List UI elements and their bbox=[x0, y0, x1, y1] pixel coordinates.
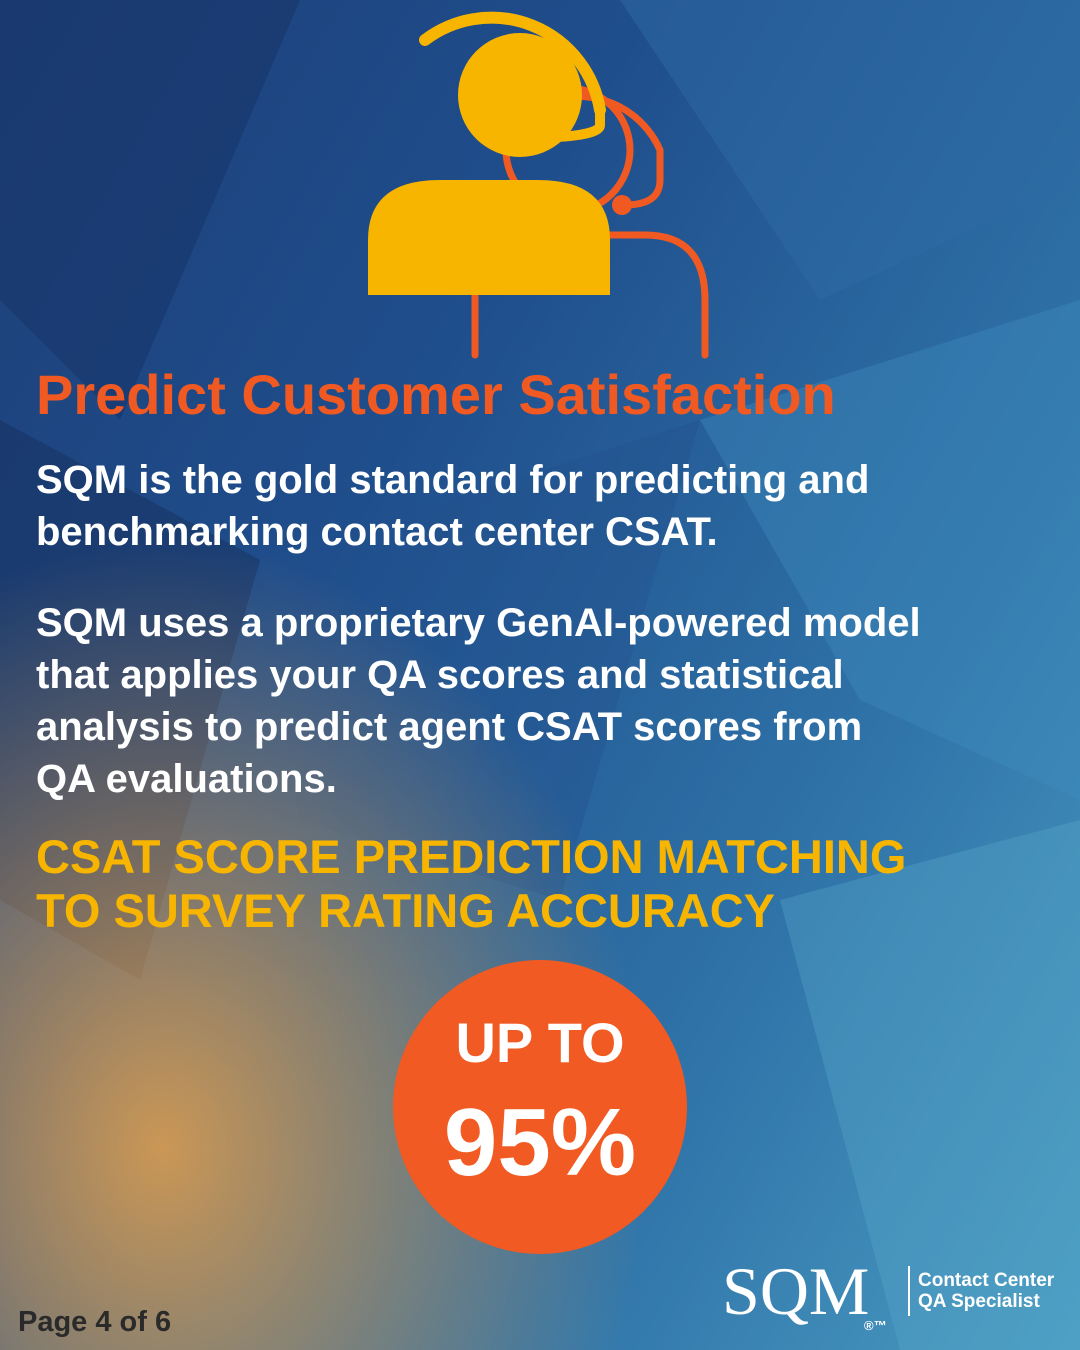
badge: UP TO 95% bbox=[393, 960, 687, 1254]
paragraph: SQM is the gold standard for predicting … bbox=[36, 454, 869, 558]
page-indicator: Page 4 of 6 bbox=[18, 1306, 172, 1338]
text-line: SQM uses a proprietary GenAI-powered mod… bbox=[36, 601, 921, 645]
paragraph: SQM uses a proprietary GenAI-powered mod… bbox=[36, 597, 921, 805]
text-line: that applies your QA scores and statisti… bbox=[36, 653, 844, 697]
text-line: benchmarking contact center CSAT. bbox=[36, 510, 718, 554]
text-line: QA evaluations. bbox=[36, 757, 337, 801]
agent-icon bbox=[368, 11, 709, 359]
highlight: CSAT SCORE PREDICTION MATCHING TO SURVEY… bbox=[36, 830, 906, 938]
title: Predict Customer Satisfaction bbox=[36, 363, 836, 426]
highlight-line: TO SURVEY RATING ACCURACY bbox=[36, 884, 776, 937]
logo-tagline: Contact Center bbox=[918, 1270, 1055, 1291]
logo: SQM bbox=[722, 1253, 870, 1329]
badge-label: UP TO bbox=[455, 1011, 625, 1074]
logo-mark: ®™ bbox=[864, 1318, 887, 1333]
text-line: analysis to predict agent CSAT scores fr… bbox=[36, 705, 863, 749]
highlight-line: CSAT SCORE PREDICTION MATCHING bbox=[36, 830, 907, 883]
logo-divider bbox=[908, 1266, 910, 1316]
text-line: SQM is the gold standard for predicting … bbox=[36, 458, 870, 502]
badge-value: 95% bbox=[443, 1089, 637, 1196]
logo-tagline: QA Specialist bbox=[918, 1291, 1040, 1312]
